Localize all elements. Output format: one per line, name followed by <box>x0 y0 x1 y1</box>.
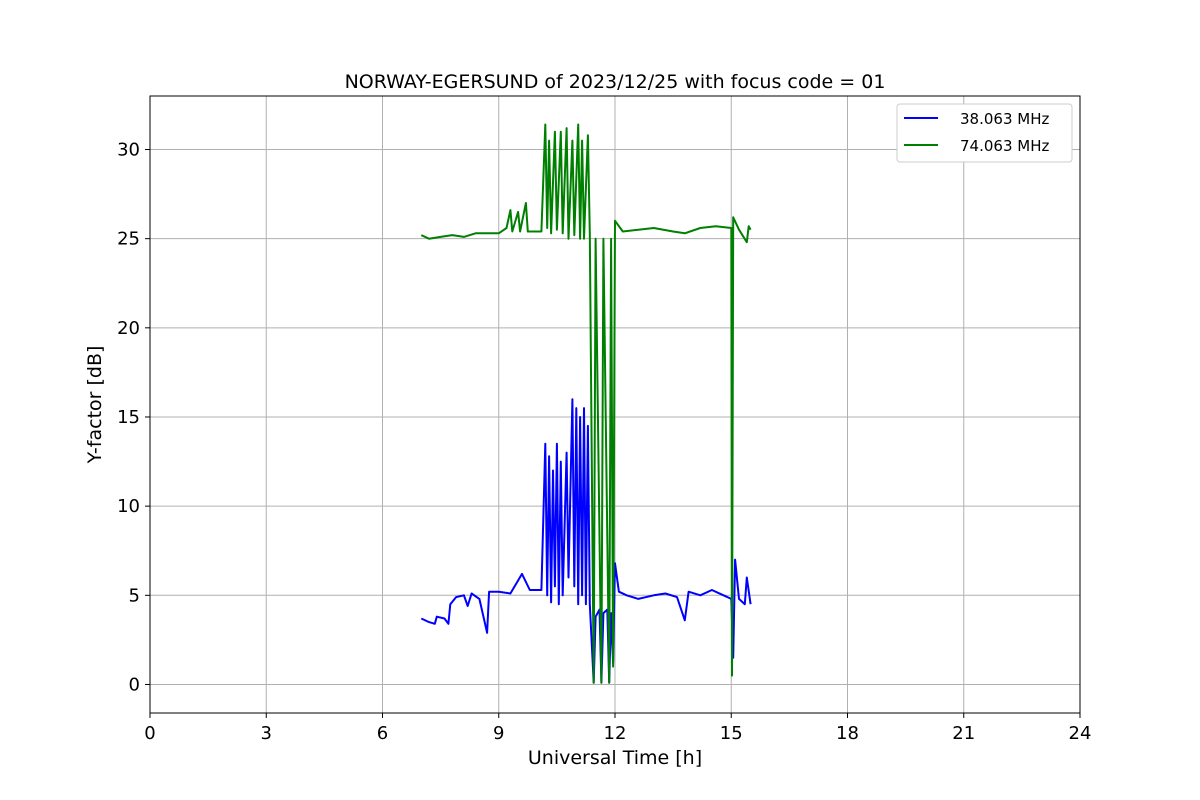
y-axis-label: Y-factor [dB] <box>84 346 106 465</box>
y-tick-label: 10 <box>117 496 140 517</box>
y-tick-label: 0 <box>129 674 140 695</box>
x-tick-label: 9 <box>493 723 504 744</box>
series-line-38-mhz <box>420 398 752 684</box>
x-tick-label: 15 <box>720 723 743 744</box>
x-tick-label: 12 <box>604 723 627 744</box>
legend-frame <box>896 103 1073 163</box>
x-tick-label: 18 <box>836 723 859 744</box>
series-layer <box>420 123 752 684</box>
x-axis-label: Universal Time [h] <box>528 747 702 769</box>
legend: 38.063 MHz 74.063 MHz <box>896 103 1073 163</box>
y-tick-label: 25 <box>117 229 140 250</box>
series-line-74-mhz <box>420 123 752 684</box>
x-tick-label: 3 <box>261 723 272 744</box>
y-tick-label: 20 <box>117 318 140 339</box>
x-tick-label: 21 <box>952 723 975 744</box>
x-tick-label: 24 <box>1069 723 1092 744</box>
ticks: 0 3 6 9 12 15 18 21 24 0 5 10 15 20 25 30 <box>117 139 1091 744</box>
legend-label-38-mhz: 38.063 MHz <box>960 110 1049 128</box>
x-tick-label: 6 <box>377 723 388 744</box>
y-tick-label: 30 <box>117 139 140 160</box>
x-tick-label: 0 <box>144 723 155 744</box>
chart-title: NORWAY-EGERSUND of 2023/12/25 with focus… <box>345 71 886 93</box>
y-tick-label: 15 <box>117 407 140 428</box>
y-tick-label: 5 <box>129 585 140 606</box>
legend-label-74-mhz: 74.063 MHz <box>960 137 1049 155</box>
